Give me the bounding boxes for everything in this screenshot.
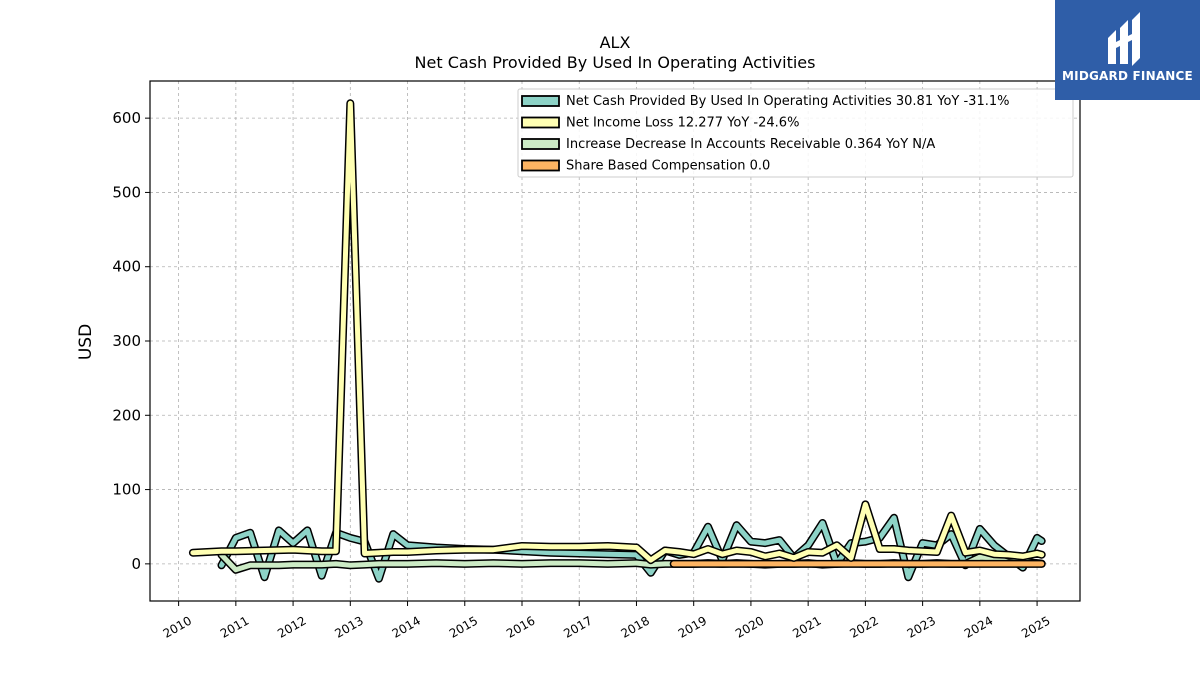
legend-swatch: [521, 116, 560, 129]
x-tick-label: 2024: [962, 613, 995, 640]
x-tick-label: 2023: [905, 613, 938, 640]
x-tick-label: 2020: [733, 613, 766, 640]
x-tick-label: 2014: [390, 613, 423, 640]
y-tick-label: 0: [131, 555, 141, 573]
y-tick-label: 400: [112, 258, 141, 276]
series-layer: [188, 99, 1046, 583]
x-tick-label: 2010: [161, 613, 194, 640]
y-tick-label: 100: [112, 481, 141, 499]
legend-entry: Net Cash Provided By Used In Operating A…: [566, 94, 1009, 109]
x-tick-label: 2018: [619, 613, 652, 640]
y-tick-label: 600: [112, 109, 141, 127]
x-tick-label: 2021: [790, 613, 823, 640]
chart-title: ALX: [600, 33, 631, 52]
legend-entry: Increase Decrease In Accounts Receivable…: [566, 137, 935, 152]
x-tick-label: 2016: [504, 613, 537, 640]
legend-swatch: [521, 138, 560, 150]
chart-subtitle: Net Cash Provided By Used In Operating A…: [415, 53, 816, 72]
legend-entry: Net Income Loss 12.277 YoY -24.6%: [566, 116, 799, 131]
x-tick-label: 2017: [561, 613, 594, 640]
x-tick-label: 2012: [275, 613, 308, 640]
legend-swatch: [521, 159, 560, 172]
y-tick-label: 300: [112, 332, 141, 350]
legend-swatch: [521, 95, 560, 107]
legend-entry: Share Based Compensation 0.0: [566, 159, 770, 174]
x-tick-label: 2025: [1019, 613, 1052, 640]
series-line: [190, 100, 1045, 563]
y-axis-label: USD: [76, 324, 96, 360]
midgard-logo-icon: [1108, 12, 1140, 66]
x-tick-label: 2019: [676, 613, 709, 640]
y-tick-label: 500: [112, 183, 141, 201]
brand-name: MIDGARD FINANCE: [1062, 69, 1193, 83]
x-tick-label: 2013: [332, 613, 365, 640]
brand-logo: MIDGARD FINANCE: [1055, 0, 1200, 100]
legend: Net Cash Provided By Used In Operating A…: [517, 88, 1074, 178]
x-tick-label: 2022: [847, 613, 880, 640]
x-tick-label: 2011: [218, 613, 251, 640]
x-tick-label: 2015: [447, 613, 480, 640]
series-1: [188, 99, 1046, 565]
y-tick-label: 200: [112, 406, 141, 424]
legend-box: [517, 88, 1074, 178]
